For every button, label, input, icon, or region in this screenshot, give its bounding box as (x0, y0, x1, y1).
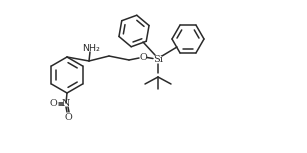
Text: NH₂: NH₂ (82, 43, 100, 52)
Text: Si: Si (153, 54, 163, 63)
Text: O: O (139, 52, 147, 62)
Text: O: O (64, 112, 72, 121)
Text: O: O (49, 99, 57, 108)
Text: N: N (62, 99, 70, 108)
